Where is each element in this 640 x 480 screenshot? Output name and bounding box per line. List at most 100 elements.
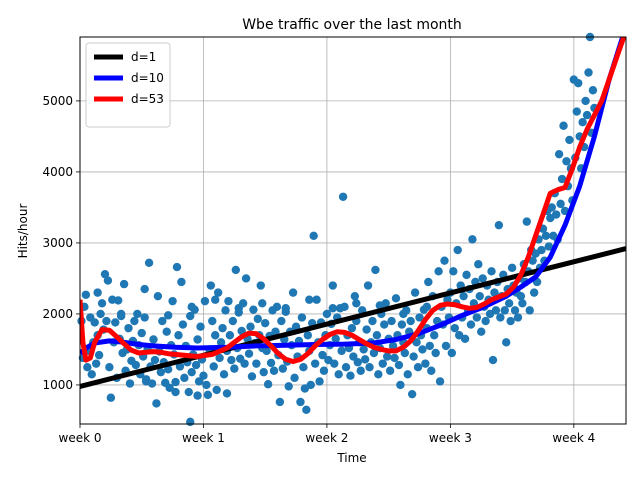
scatter-point [340,302,349,312]
scatter-point [172,262,182,272]
scatter-point [422,302,432,312]
scatter-point [171,387,180,397]
scatter-point [269,366,279,375]
scatter-point [371,265,380,275]
scatter-point [290,373,299,383]
scatter-point [406,316,415,326]
scatter-point [525,306,534,315]
scatter-point [119,279,129,289]
scatter-point [203,390,213,400]
scatter-point [288,288,298,297]
scatter-point [275,397,285,407]
scatter-point [466,320,476,329]
scatter-point [247,372,257,381]
scatter-point [388,341,398,351]
plot-frame [79,36,627,425]
scatter-point [507,263,517,272]
scatter-point [296,397,305,407]
scatter-point [227,355,236,365]
scatter-point [494,220,504,230]
scatter-point [502,338,511,347]
scatter-point [424,277,433,287]
legend-label: d=1 [131,50,156,64]
scatter-point [431,348,440,358]
scatter-point [162,327,171,336]
scatter-point [387,316,396,326]
x-tick-label: week 3 [429,431,472,445]
scatter-point [415,313,424,322]
scatter-point [391,294,401,303]
scatter-point [140,313,149,322]
scatter-point [178,320,188,329]
y-tick-label: 3000 [42,236,73,250]
scatter-point [537,245,546,255]
scatter-point [180,373,189,383]
scatter-point [209,362,218,371]
scatter-point [303,331,313,340]
scatter-point [421,359,430,368]
axis-ticks: week 0 week 1 week 2 week 3 week 4 1000 2000 30… [42,94,595,445]
scatter-point [130,316,139,326]
scatter-point [369,348,379,358]
scatter-point [356,366,365,375]
scatter-point [409,352,418,361]
scatter-point [124,323,133,333]
scatter-point [240,359,249,368]
scatter-point [97,299,107,308]
scatter-point [513,313,523,322]
scatter-point [260,318,270,328]
scatter-point [284,382,293,391]
scatter-point [330,359,339,368]
y-axis-label: Hits/hour [16,204,30,259]
scatter-point [572,107,581,116]
scatter-point [478,274,487,283]
scatter-point [153,291,163,301]
scatter-point [212,385,221,395]
scatter-point [410,288,420,297]
scatter-point [191,360,201,370]
scatter-point [360,355,370,364]
scatter-point [574,78,583,88]
scatter-point [228,316,238,326]
scatter-point [400,348,410,358]
scatter-point [459,291,468,301]
scatter-point [403,370,412,379]
scatter-point [581,96,590,106]
scatter-point [194,377,204,386]
scatter-point [374,370,383,379]
scatter-point [253,314,263,324]
scatter-point [262,346,271,356]
chart-title: Wbe traffic over the last month [242,17,462,33]
scatter-point [516,291,526,301]
scatter-point [222,389,232,398]
scatter-point [302,405,311,414]
scatter-point [378,359,387,368]
scatter-point [256,281,265,290]
scatter-point [175,362,185,371]
scatter-point [462,270,471,280]
scatter-point [528,256,537,265]
scatter-point [368,316,377,326]
scatter-point [556,199,565,209]
scatter-point [460,334,470,343]
scatter-point [219,370,229,379]
scatter-point [131,360,141,370]
scatter-point [125,379,135,388]
scatter-point [582,110,592,120]
scatter-point [488,355,498,365]
scatter-point [474,260,483,269]
y-tick-label: 5000 [42,94,73,108]
scatter-point [184,387,193,397]
scatter-point [338,192,348,201]
scatter-point [150,355,160,365]
scatter-point [347,323,357,333]
scatter-point [202,380,211,390]
scatter-point [106,393,116,402]
scatter-point [278,364,288,373]
scatter-point [504,299,514,308]
scatter-point [557,174,567,184]
scatter-point [193,335,202,344]
scatter-point [496,313,505,322]
scatter-point [299,362,308,372]
scatter-point [319,366,329,375]
